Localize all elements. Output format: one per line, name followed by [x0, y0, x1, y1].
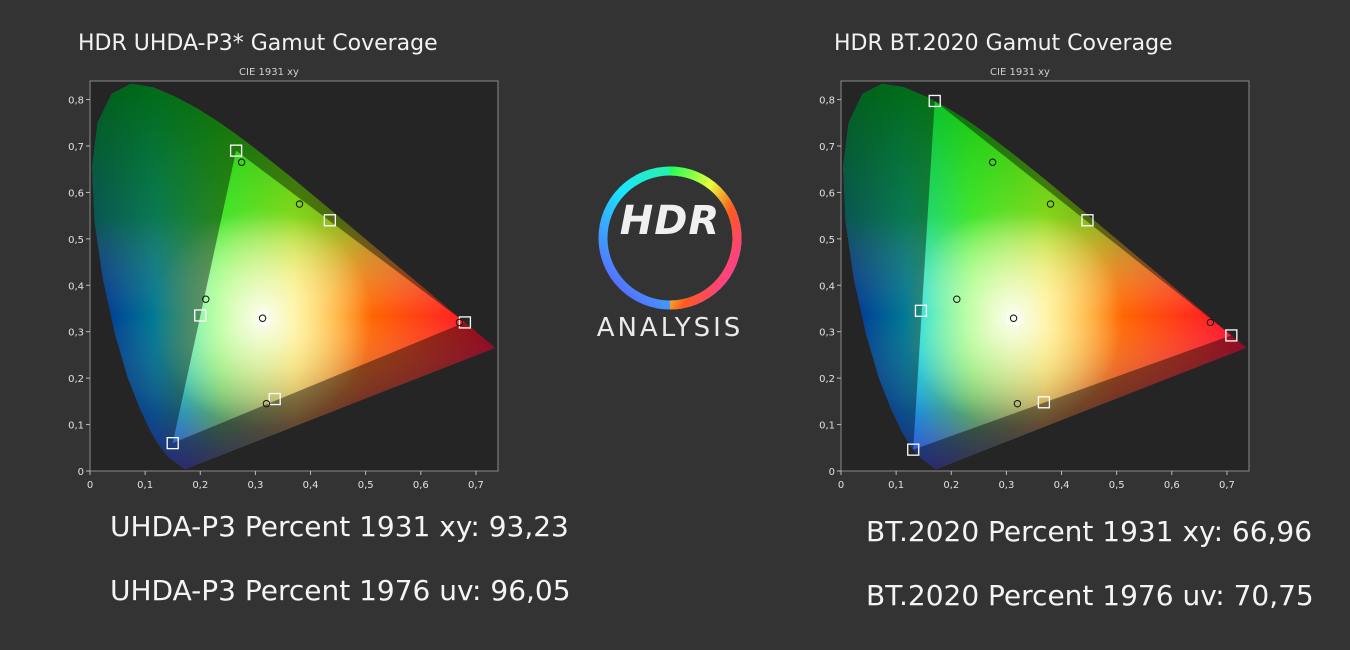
x-tick-label: 0	[87, 480, 93, 491]
target-square-marker	[323, 214, 336, 227]
y-tick-label: 0,3	[819, 328, 835, 339]
left-stat-uv: UHDA-P3 Percent 1976 uv: 96,05	[110, 574, 571, 607]
x-tick-label: 0,5	[1109, 480, 1125, 491]
measured-circle-marker	[1046, 200, 1055, 208]
y-tick-label: 0,5	[819, 235, 835, 246]
target-square-marker	[256, 312, 269, 325]
y-tick-label: 0,4	[68, 281, 84, 292]
measured-circle-marker	[953, 295, 961, 303]
x-tick-label: 0,3	[998, 480, 1014, 491]
measured-circle-marker	[988, 158, 997, 166]
chart-subtitle: CIE 1931 xy	[239, 67, 299, 78]
target-square-marker	[1007, 312, 1020, 325]
target-square-marker	[229, 144, 243, 157]
y-tick-label: 0,6	[68, 188, 84, 199]
y-tick-label: 0	[78, 467, 84, 478]
y-tick-label: 0,7	[819, 142, 835, 153]
right-stat-uv: BT.2020 Percent 1976 uv: 70,75	[866, 579, 1314, 612]
x-tick-label: 0,7	[1219, 480, 1235, 491]
x-tick-label: 0,6	[1164, 480, 1180, 491]
y-tick-label: 0,1	[68, 421, 84, 432]
measured-circle-marker	[237, 158, 246, 166]
measured-circle-marker	[262, 399, 271, 408]
y-tick-label: 0,2	[68, 374, 84, 385]
measured-circle-marker	[202, 295, 210, 303]
measured-circle-marker	[1009, 314, 1018, 322]
x-tick-label: 0,3	[247, 480, 263, 491]
y-tick-label: 0,3	[68, 328, 84, 339]
chart-subtitle: CIE 1931 xy	[990, 67, 1050, 78]
right-stat-xy: BT.2020 Percent 1931 xy: 66,96	[866, 515, 1313, 548]
y-tick-label: 0,8	[68, 96, 84, 107]
right-cie-chart: 0 0,1 0,2 0,3 0,4 0,5 0,6 0,7 0 0,1 0,2 0,3 0,4 0,5 0,…	[819, 67, 1250, 491]
left-stat-xy: UHDA-P3 Percent 1931 xy: 93,23	[110, 510, 569, 543]
target-square-marker	[458, 316, 472, 329]
left-cie-chart: 0 0,1 0,2 0,3 0,4 0,5 0,6 0,7 0 0,1 0,2 0,3 0,4 0,5 0,…	[68, 67, 499, 491]
logo-hdr-text: HDR	[619, 198, 721, 244]
x-tick-label: 0,2	[943, 480, 959, 491]
x-tick-label: 0,6	[413, 480, 429, 491]
measured-circle-marker	[295, 200, 304, 208]
x-tick-label: 0,1	[888, 480, 904, 491]
x-tick-label: 0,2	[192, 480, 208, 491]
x-tick-label: 0,4	[303, 480, 319, 491]
x-tick-label: 0,7	[468, 480, 484, 491]
y-tick-label: 0,2	[819, 374, 835, 385]
y-tick-label: 0,6	[819, 188, 835, 199]
target-square-marker	[1225, 329, 1238, 342]
x-tick-label: 0	[838, 480, 844, 491]
y-tick-label: 0,7	[68, 142, 84, 153]
logo-analysis-text: ANALYSIS	[596, 313, 744, 343]
x-tick-label: 0,1	[137, 480, 153, 491]
y-tick-label: 0	[829, 467, 835, 478]
measured-circle-marker	[455, 318, 464, 327]
measured-circle-marker	[1206, 318, 1215, 327]
y-tick-label: 0,8	[819, 96, 835, 107]
hdr-analysis-logo: HDR ANALYSIS	[590, 158, 750, 348]
y-tick-label: 0,1	[819, 421, 835, 432]
y-tick-label: 0,5	[68, 235, 84, 246]
left-chart-title: HDR UHDA-P3* Gamut Coverage	[78, 31, 438, 56]
target-square-marker	[1037, 396, 1051, 409]
x-tick-label: 0,5	[358, 480, 374, 491]
target-square-marker	[194, 309, 207, 322]
target-square-marker	[1081, 214, 1094, 227]
measured-circle-marker	[1013, 399, 1022, 408]
target-square-marker	[268, 392, 281, 406]
target-square-marker	[166, 436, 179, 450]
hdr-ring-icon	[598, 166, 742, 310]
target-square-marker	[928, 94, 941, 108]
y-tick-label: 0,4	[819, 281, 835, 292]
measured-circle-marker	[258, 314, 267, 322]
target-square-marker	[914, 304, 928, 317]
target-square-marker	[907, 443, 920, 456]
right-chart-title: HDR BT.2020 Gamut Coverage	[834, 31, 1173, 56]
x-tick-label: 0,4	[1054, 480, 1070, 491]
